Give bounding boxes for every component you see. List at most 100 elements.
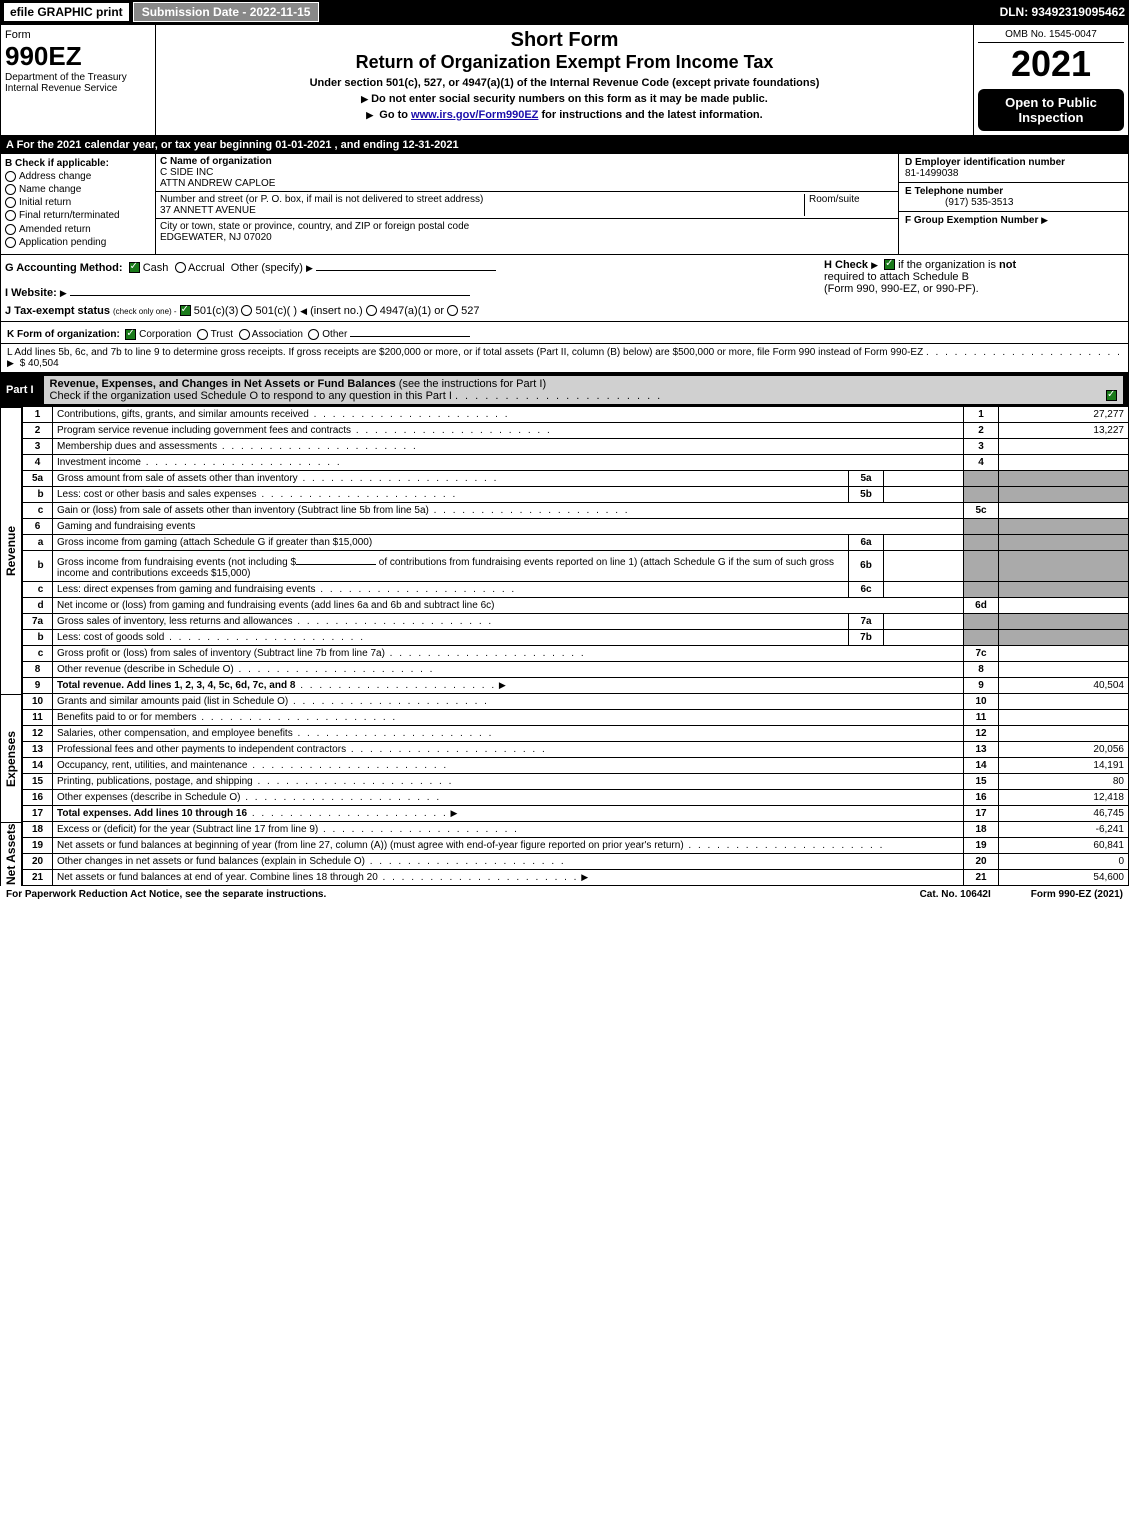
- checkbox-501c3[interactable]: [180, 305, 191, 316]
- irs-label: Internal Revenue Service: [5, 83, 151, 94]
- part-1-header: Part I Revenue, Expenses, and Changes in…: [0, 373, 1129, 407]
- l9-num: 9: [964, 677, 999, 693]
- l1-num: 1: [964, 407, 999, 423]
- checkbox-pending[interactable]: [5, 237, 16, 248]
- h-label: H Check: [824, 259, 868, 271]
- triangle-icon: [60, 287, 70, 299]
- b-item-4: Amended return: [19, 224, 91, 235]
- l17-num: 17: [964, 805, 999, 821]
- l3-desc: Membership dues and assessments: [57, 441, 217, 452]
- checkbox-501c[interactable]: [241, 305, 252, 316]
- l1-val: 27,277: [999, 407, 1129, 423]
- netassets-label: Net Assets: [0, 822, 22, 886]
- checkbox-accrual[interactable]: [175, 262, 186, 273]
- section-b: B Check if applicable: Address change Na…: [1, 154, 156, 254]
- form-number: 990EZ: [5, 41, 151, 72]
- checkbox-assoc[interactable]: [239, 329, 250, 340]
- g-label: G Accounting Method:: [5, 262, 123, 274]
- telephone: (917) 535-3513: [905, 197, 1013, 208]
- checkbox-527[interactable]: [447, 305, 458, 316]
- checkbox-address[interactable]: [5, 171, 16, 182]
- checkbox-schedule-o[interactable]: [1106, 390, 1117, 401]
- ein-label: D Employer identification number: [905, 157, 1065, 168]
- checkbox-h[interactable]: [884, 259, 895, 270]
- l7b-desc: Less: cost of goods sold: [57, 632, 164, 643]
- l14-num: 14: [964, 757, 999, 773]
- checkbox-trust[interactable]: [197, 329, 208, 340]
- subtitle: Under section 501(c), 527, or 4947(a)(1)…: [160, 77, 969, 89]
- revenue-label: Revenue: [0, 407, 22, 694]
- blank-line: [316, 259, 496, 271]
- j-opt1: 501(c)(3): [194, 305, 239, 317]
- checkbox-cash[interactable]: [129, 262, 140, 273]
- b-item-1: Name change: [19, 184, 81, 195]
- checkbox-corp[interactable]: [125, 329, 136, 340]
- l11-num: 11: [964, 709, 999, 725]
- l11-desc: Benefits paid to or for members: [57, 712, 197, 723]
- l21-num: 21: [964, 869, 999, 885]
- checkbox-initial[interactable]: [5, 197, 16, 208]
- l5a-mid: 5a: [849, 470, 884, 486]
- section-h: H Check if the organization is not requi…: [814, 259, 1124, 317]
- l1-desc: Contributions, gifts, grants, and simila…: [57, 409, 309, 420]
- checkbox-final[interactable]: [5, 210, 16, 221]
- checkbox-amended[interactable]: [5, 224, 16, 235]
- l15-val: 80: [999, 773, 1129, 789]
- triangle-icon: [306, 262, 316, 274]
- checkbox-name[interactable]: [5, 184, 16, 195]
- l9-val: 40,504: [999, 677, 1129, 693]
- section-l: L Add lines 5b, 6c, and 7b to line 9 to …: [0, 344, 1129, 373]
- goto-suffix: for instructions and the latest informat…: [541, 109, 762, 121]
- l5b-mid: 5b: [849, 486, 884, 502]
- l6b-desc1: Gross income from fundraising events (no…: [57, 557, 296, 568]
- dots: [455, 390, 662, 402]
- ein: 81-1499038: [905, 168, 958, 179]
- header-left: Form 990EZ Department of the Treasury In…: [1, 25, 156, 135]
- revenue-section: Revenue 1 Contributions, gifts, grants, a…: [0, 407, 1129, 694]
- j-insert: (insert no.): [310, 305, 363, 317]
- l5b-desc: Less: cost or other basis and sales expe…: [57, 489, 257, 500]
- l18-desc: Excess or (deficit) for the year (Subtra…: [57, 824, 318, 835]
- part-label: Part I: [6, 384, 34, 396]
- l-amount: $ 40,504: [20, 358, 59, 369]
- goto-note: Go to www.irs.gov/Form990EZ for instruct…: [160, 109, 969, 121]
- c-name-label: C Name of organization: [160, 156, 272, 167]
- l5c-desc: Gain or (loss) from sale of assets other…: [57, 505, 429, 516]
- triangle-icon: [871, 259, 881, 271]
- l16-desc: Other expenses (describe in Schedule O): [57, 792, 240, 803]
- l17-desc: Total expenses. Add lines 10 through 16: [57, 808, 247, 819]
- checkbox-other[interactable]: [308, 329, 319, 340]
- h-not: not: [999, 259, 1016, 271]
- expenses-section: Expenses 10Grants and similar amounts pa…: [0, 694, 1129, 822]
- goto-link[interactable]: www.irs.gov/Form990EZ: [411, 109, 538, 121]
- g-cash: Cash: [143, 262, 169, 274]
- efile-label: efile GRAPHIC print: [4, 3, 129, 21]
- b-label: B Check if applicable:: [5, 158, 151, 169]
- l7c-num: 7c: [964, 645, 999, 661]
- j-opt4: 527: [461, 305, 479, 317]
- k-other: Other: [322, 329, 347, 340]
- l2-val: 13,227: [999, 422, 1129, 438]
- g-accrual: Accrual: [188, 262, 225, 274]
- l19-num: 19: [964, 837, 999, 853]
- section-def: D Employer identification number 81-1499…: [898, 154, 1128, 254]
- ssn-note: Do not enter social security numbers on …: [160, 93, 969, 105]
- l6c-mid: 6c: [849, 581, 884, 597]
- k-trust: Trust: [211, 329, 233, 340]
- triangle-left-icon: [300, 305, 307, 317]
- org-name: C SIDE INC: [160, 167, 213, 178]
- l3-num: 3: [964, 438, 999, 454]
- street-label: Number and street (or P. O. box, if mail…: [160, 194, 483, 205]
- l8-desc: Other revenue (describe in Schedule O): [57, 664, 234, 675]
- checkbox-4947[interactable]: [366, 305, 377, 316]
- l16-val: 12,418: [999, 789, 1129, 805]
- blank-line: [350, 325, 470, 337]
- header-right: OMB No. 1545-0047 2021 Open to Public In…: [973, 25, 1128, 135]
- l6c-desc: Less: direct expenses from gaming and fu…: [57, 584, 315, 595]
- l17-val: 46,745: [999, 805, 1129, 821]
- submission-date: Submission Date - 2022-11-15: [133, 2, 320, 22]
- open-public-badge: Open to Public Inspection: [978, 89, 1124, 131]
- l4-desc: Investment income: [57, 457, 141, 468]
- blank-line: [70, 284, 470, 296]
- k-label: K Form of organization:: [7, 329, 120, 340]
